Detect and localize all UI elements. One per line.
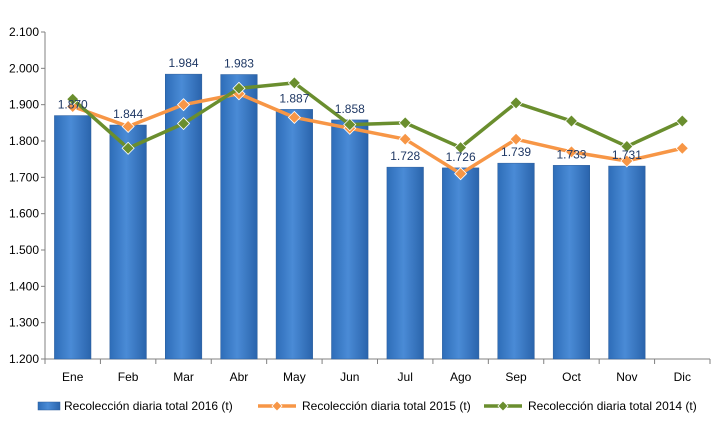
legend-swatch [37,401,61,411]
bar-series-2016 [54,73,646,360]
data-labels: 1.870 1.844 1.984 1.983 1.887 1.858 1.728 1.726… [58,56,643,164]
y-tick-label: 1.900 [9,98,39,112]
bar-2016 [109,124,147,360]
x-tick-label: May [283,370,306,384]
bar-value-label: 1.726 [446,150,476,164]
line-series-2014 [66,76,689,155]
legend-label: Recolección diaria total 2016 (t) [64,399,233,413]
y-tick-label: 1.600 [9,207,39,221]
x-tick-label: Ene [62,370,84,384]
point-marker [176,116,191,131]
y-tick-label: 1.200 [9,352,39,366]
point-marker [454,167,468,181]
point-marker [287,76,301,90]
legend-item-2016: Recolección diaria total 2016 (t) [37,399,233,413]
bar-value-label: 1.728 [390,149,420,163]
x-tick-label: Feb [118,370,139,384]
x-tick-label: Sep [505,370,527,384]
y-tick-label: 2.100 [9,25,39,39]
point-marker [620,154,634,168]
line-series [66,76,689,181]
line-series-2015 [66,87,689,181]
bar-2016 [54,115,92,360]
point-marker [675,114,689,128]
bar-value-label: 1.887 [279,91,309,105]
bar-2016 [497,162,535,360]
bar-value-label: 1.858 [335,102,365,116]
bar-2016 [220,74,258,360]
y-tick-label: 1.500 [9,243,39,257]
legend-item-2015: Recolección diaria total 2015 (t) [258,399,471,413]
x-tick-label: Abr [230,370,249,384]
chart-legend: Recolección diaria total 2016 (t) Recolec… [37,399,697,413]
bar-value-label: 1.739 [501,145,531,159]
y-tick-label: 1.400 [9,279,39,293]
bar-2016 [331,119,369,360]
point-marker [232,81,246,95]
point-marker [509,132,523,146]
point-marker [287,110,301,124]
point-marker [564,114,579,128]
bar-2016 [552,165,590,360]
x-tick-label: Jul [398,370,413,384]
y-axis-ticks: 1.200 1.300 1.400 1.500 1.600 1.700 1.800 1.900… [9,25,45,366]
point-marker [675,141,689,155]
point-marker [176,98,191,112]
y-tick-label: 1.700 [9,170,39,184]
bar-value-label: 1.731 [612,148,642,162]
bar-2016 [608,165,646,360]
point-marker [121,119,135,134]
legend-marker [497,400,509,412]
x-tick-label: Jun [340,370,359,384]
legend-label: Recolección diaria total 2014 (t) [528,399,697,413]
point-marker [343,118,357,132]
bar-2016 [386,166,424,360]
point-marker [509,96,523,110]
point-marker [454,140,468,155]
bar-value-label: 1.984 [169,56,199,70]
legend-item-2014: Recolección diaria total 2014 (t) [484,399,697,413]
x-tick-label: Oct [562,370,581,384]
y-tick-label: 1.800 [9,134,39,148]
y-tick-label: 2.000 [9,61,39,75]
point-marker [398,132,412,146]
x-tick-label: Dic [674,370,691,384]
point-marker [121,141,135,155]
series-line [72,92,683,176]
point-marker [398,116,412,130]
x-axis-ticks: Ene Feb Mar Abr May Jun Jul Ago Sep Oct Nov Dic [44,359,711,384]
bar-value-label: 1.870 [58,98,88,112]
bar-value-label: 1.733 [556,147,586,161]
point-marker [564,145,579,159]
bar-2016 [442,167,480,360]
x-tick-label: Ago [450,370,472,384]
legend-marker [271,400,283,412]
x-tick-label: Mar [173,370,194,384]
x-tick-label: Nov [616,370,637,384]
bar-value-label: 1.983 [224,57,254,71]
bar-2016 [275,109,313,360]
legend-label: Recolección diaria total 2015 (t) [302,399,471,413]
y-tick-label: 1.300 [9,316,39,330]
point-marker [620,139,634,154]
bar-value-label: 1.844 [113,107,143,121]
series-line [71,81,684,151]
point-marker [66,92,80,106]
